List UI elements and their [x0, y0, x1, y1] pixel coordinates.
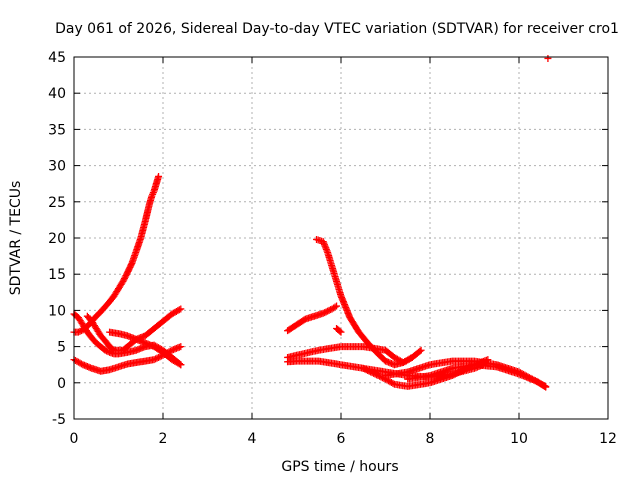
x-tick-label: 4: [248, 431, 257, 447]
x-tick-label: 6: [337, 431, 346, 447]
data-point: [336, 327, 344, 335]
grid: [74, 57, 608, 419]
y-tick-label: -5: [52, 412, 66, 428]
data-point: [177, 361, 185, 369]
data-point: [155, 172, 163, 180]
y-tick-label: 20: [48, 231, 66, 247]
x-tick-label: 8: [426, 431, 435, 447]
x-tick-label: 12: [599, 431, 617, 447]
y-tick-label: 0: [57, 376, 66, 392]
x-tick-label: 2: [159, 431, 168, 447]
x-tick-label: 10: [510, 431, 528, 447]
data-point: [177, 343, 185, 351]
data-point: [544, 54, 552, 62]
y-tick-label: 15: [48, 267, 66, 283]
data-point: [542, 383, 550, 391]
data-point: [175, 360, 183, 368]
data-point: [540, 382, 548, 390]
y-tick-label: 45: [48, 50, 66, 66]
data-point: [337, 328, 345, 336]
y-axis-label: SDTVAR / TECUs: [8, 181, 24, 296]
x-tick-label: 0: [70, 431, 79, 447]
chart-title: Day 061 of 2026, Sidereal Day-to-day VTE…: [55, 21, 619, 37]
y-tick-label: 5: [57, 340, 66, 356]
data-point: [175, 306, 183, 314]
y-tick-label: 10: [48, 303, 66, 319]
y-tick-label: 35: [48, 122, 66, 138]
data-point: [177, 305, 185, 313]
data-point: [389, 379, 397, 387]
data-point: [417, 346, 425, 354]
x-axis-label: GPS time / hours: [281, 459, 398, 475]
data-point: [333, 302, 341, 310]
data-points: [70, 54, 552, 391]
y-tick-label: 40: [48, 86, 66, 102]
data-point: [331, 303, 339, 311]
y-tick-label: 30: [48, 159, 66, 175]
y-tick-label: 25: [48, 195, 66, 211]
data-point: [416, 347, 424, 355]
